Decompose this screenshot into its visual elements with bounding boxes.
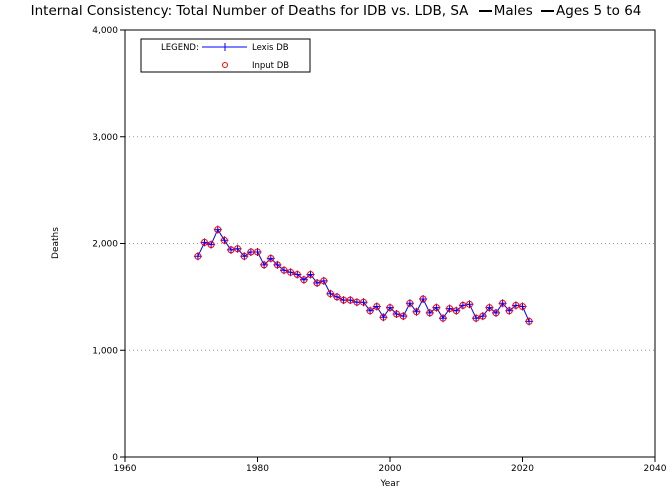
data-point-circle <box>519 303 526 310</box>
y-tick-label: 0 <box>112 453 118 463</box>
data-point-circle <box>234 245 242 253</box>
y-axis-title: Deaths <box>51 227 61 259</box>
data-point-circle <box>267 254 275 262</box>
axis-ticks: 0 1,000 2,000 3,000 4,000 1960 1980 2000 2020 204… <box>92 26 666 474</box>
chart-title: Internal Consistency: Total Number of De… <box>0 3 672 19</box>
data-point-circle <box>214 226 222 234</box>
series-input-db <box>194 226 533 325</box>
x-tick-label: 1960 <box>114 464 137 474</box>
chart-title-main: Internal Consistency: Total Number of De… <box>30 3 469 19</box>
title-ages-line-icon <box>541 10 555 12</box>
data-point-circle <box>346 296 354 304</box>
data-point-circle <box>459 301 467 309</box>
data-point-circle <box>313 279 321 287</box>
data-point-circle <box>194 252 202 260</box>
data-point-circle <box>492 309 500 317</box>
data-point-circle <box>373 303 381 310</box>
y-tick-label: 1,000 <box>92 346 118 356</box>
data-point-circle <box>360 298 367 306</box>
legend-input-circle-icon <box>222 62 228 68</box>
chart-title-ages: Ages 5 to 64 <box>556 3 642 19</box>
data-point-circle <box>227 246 235 254</box>
grid-lines <box>125 136 655 351</box>
data-point-circle <box>353 298 361 306</box>
legend-header: LEGEND: <box>161 43 199 53</box>
data-point-circle <box>326 290 334 298</box>
series-lexis-db <box>193 225 534 326</box>
data-point-circle <box>386 304 394 312</box>
legend: LEGEND: Lexis DB Input DB <box>140 38 311 73</box>
data-point-circle <box>307 271 314 278</box>
data-point-circle <box>320 277 328 285</box>
legend-input-label: Input DB <box>252 61 289 71</box>
data-point-circle <box>220 236 228 244</box>
data-point-circle <box>333 293 341 301</box>
data-point-circle <box>379 313 387 321</box>
data-point-circle <box>439 314 447 322</box>
data-point-circle <box>399 312 407 320</box>
data-point-circle <box>340 296 348 304</box>
data-point-circle <box>413 308 420 316</box>
data-point-circle <box>393 310 401 318</box>
data-point-circle <box>499 299 507 307</box>
data-point-circle <box>452 307 460 315</box>
y-tick-label: 3,000 <box>92 133 118 143</box>
series-line <box>197 228 530 322</box>
data-point-circle <box>406 299 414 307</box>
data-point-circle <box>466 300 473 308</box>
data-point-circle <box>479 312 487 320</box>
legend-lexis-label: Lexis DB <box>252 43 289 53</box>
x-tick-label: 2040 <box>644 464 667 474</box>
title-males-line-icon <box>478 10 492 12</box>
chart-title-sex: Males <box>493 3 533 19</box>
data-point-circle <box>300 276 308 284</box>
data-point-circle <box>207 241 215 249</box>
data-point-circle <box>293 271 301 278</box>
data-point-circle <box>260 261 268 269</box>
data-point-circle <box>432 304 440 312</box>
data-point-circle <box>472 314 480 322</box>
legend-lexis-plus-icon <box>221 43 229 51</box>
data-point-circle <box>287 268 295 276</box>
data-point-circle <box>273 261 281 269</box>
data-point-circle <box>419 295 427 303</box>
series-layer <box>193 225 534 326</box>
data-point-circle <box>505 307 513 315</box>
data-point-circle <box>201 238 208 246</box>
data-point-circle <box>247 248 255 256</box>
data-point-circle <box>254 248 261 256</box>
data-point-circle <box>446 305 454 313</box>
data-point-circle <box>485 304 493 312</box>
data-point-circle <box>280 266 288 274</box>
data-point-circle <box>512 301 520 309</box>
x-tick-label: 2020 <box>511 464 534 474</box>
x-axis-title: Year <box>379 479 399 488</box>
x-tick-label: 2000 <box>379 464 402 474</box>
y-tick-label: 4,000 <box>92 26 118 36</box>
data-point-circle <box>240 252 248 260</box>
y-tick-label: 2,000 <box>92 240 118 250</box>
data-point-circle <box>426 309 434 317</box>
data-point-circle <box>366 307 374 315</box>
data-point-circle <box>525 317 533 325</box>
x-tick-label: 1980 <box>246 464 269 474</box>
